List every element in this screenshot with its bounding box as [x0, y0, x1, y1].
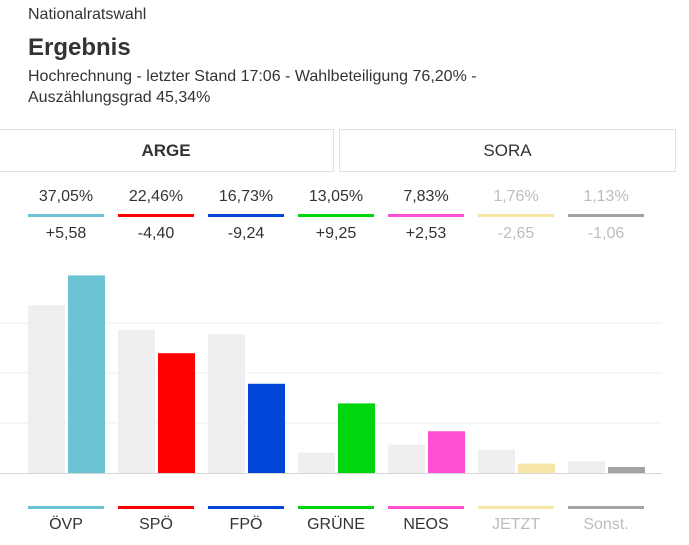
bar-previous-jetzt [478, 449, 515, 473]
bar-current-sonst [608, 466, 645, 473]
bar-previous-sp [118, 329, 155, 473]
results-bar-chart [0, 275, 662, 474]
bar-previous-fp [208, 334, 245, 473]
bar-previous--vp [28, 305, 65, 473]
bar-previous-gr-ne [298, 452, 335, 473]
party-name: SPÖ [139, 516, 173, 533]
party-name: JETZT [492, 516, 540, 533]
party-color-line [388, 506, 464, 509]
party-color-line [28, 214, 104, 217]
party-color-line [568, 506, 644, 509]
party-color-line [298, 214, 374, 217]
bar-current-jetzt [518, 463, 555, 473]
election-kicker: Nationalratswahl [28, 6, 147, 23]
party-color-line [208, 214, 284, 217]
change-label: +5,58 [45, 225, 87, 242]
percent-label: 1,76% [493, 188, 539, 205]
change-label: -4,40 [137, 225, 175, 242]
change-label: +2,53 [405, 225, 447, 242]
bar-current-gr-ne [338, 403, 375, 473]
bar-previous-neos [388, 444, 425, 473]
page-title: Ergebnis [28, 34, 131, 61]
tab-sora[interactable]: SORA [339, 129, 676, 172]
change-label: -1,06 [587, 225, 625, 242]
party-name: FPÖ [229, 516, 263, 533]
party-color-line [478, 506, 554, 509]
bar-current-neos [428, 431, 465, 473]
percent-label: 1,13% [583, 188, 629, 205]
party-color-line [388, 214, 464, 217]
change-label: +9,25 [315, 225, 357, 242]
bar-current-fp [248, 383, 285, 473]
tab-arge[interactable]: ARGE [0, 129, 334, 172]
party-name: NEOS [403, 516, 449, 533]
change-label: -2,65 [497, 225, 535, 242]
percent-label: 7,83% [403, 188, 449, 205]
party-color-line [118, 214, 194, 217]
percent-label: 22,46% [128, 188, 184, 205]
change-label: -9,24 [227, 225, 265, 242]
party-name: ÖVP [49, 516, 83, 533]
bar-previous-sonst [568, 461, 605, 473]
page-subtitle: Hochrechnung - letzter Stand 17:06 - Wah… [28, 68, 477, 106]
party-color-line [118, 506, 194, 509]
party-color-line [568, 214, 644, 217]
party-color-line [208, 506, 284, 509]
party-name: Sonst. [583, 516, 629, 533]
party-color-line [298, 506, 374, 509]
party-color-line [478, 214, 554, 217]
party-name: GRÜNE [307, 516, 365, 533]
percent-label: 16,73% [218, 188, 274, 205]
percent-label: 13,05% [308, 188, 364, 205]
bar-current--vp [68, 275, 105, 473]
bar-current-sp [158, 353, 195, 473]
party-color-line [28, 506, 104, 509]
percent-label: 37,05% [38, 188, 94, 205]
